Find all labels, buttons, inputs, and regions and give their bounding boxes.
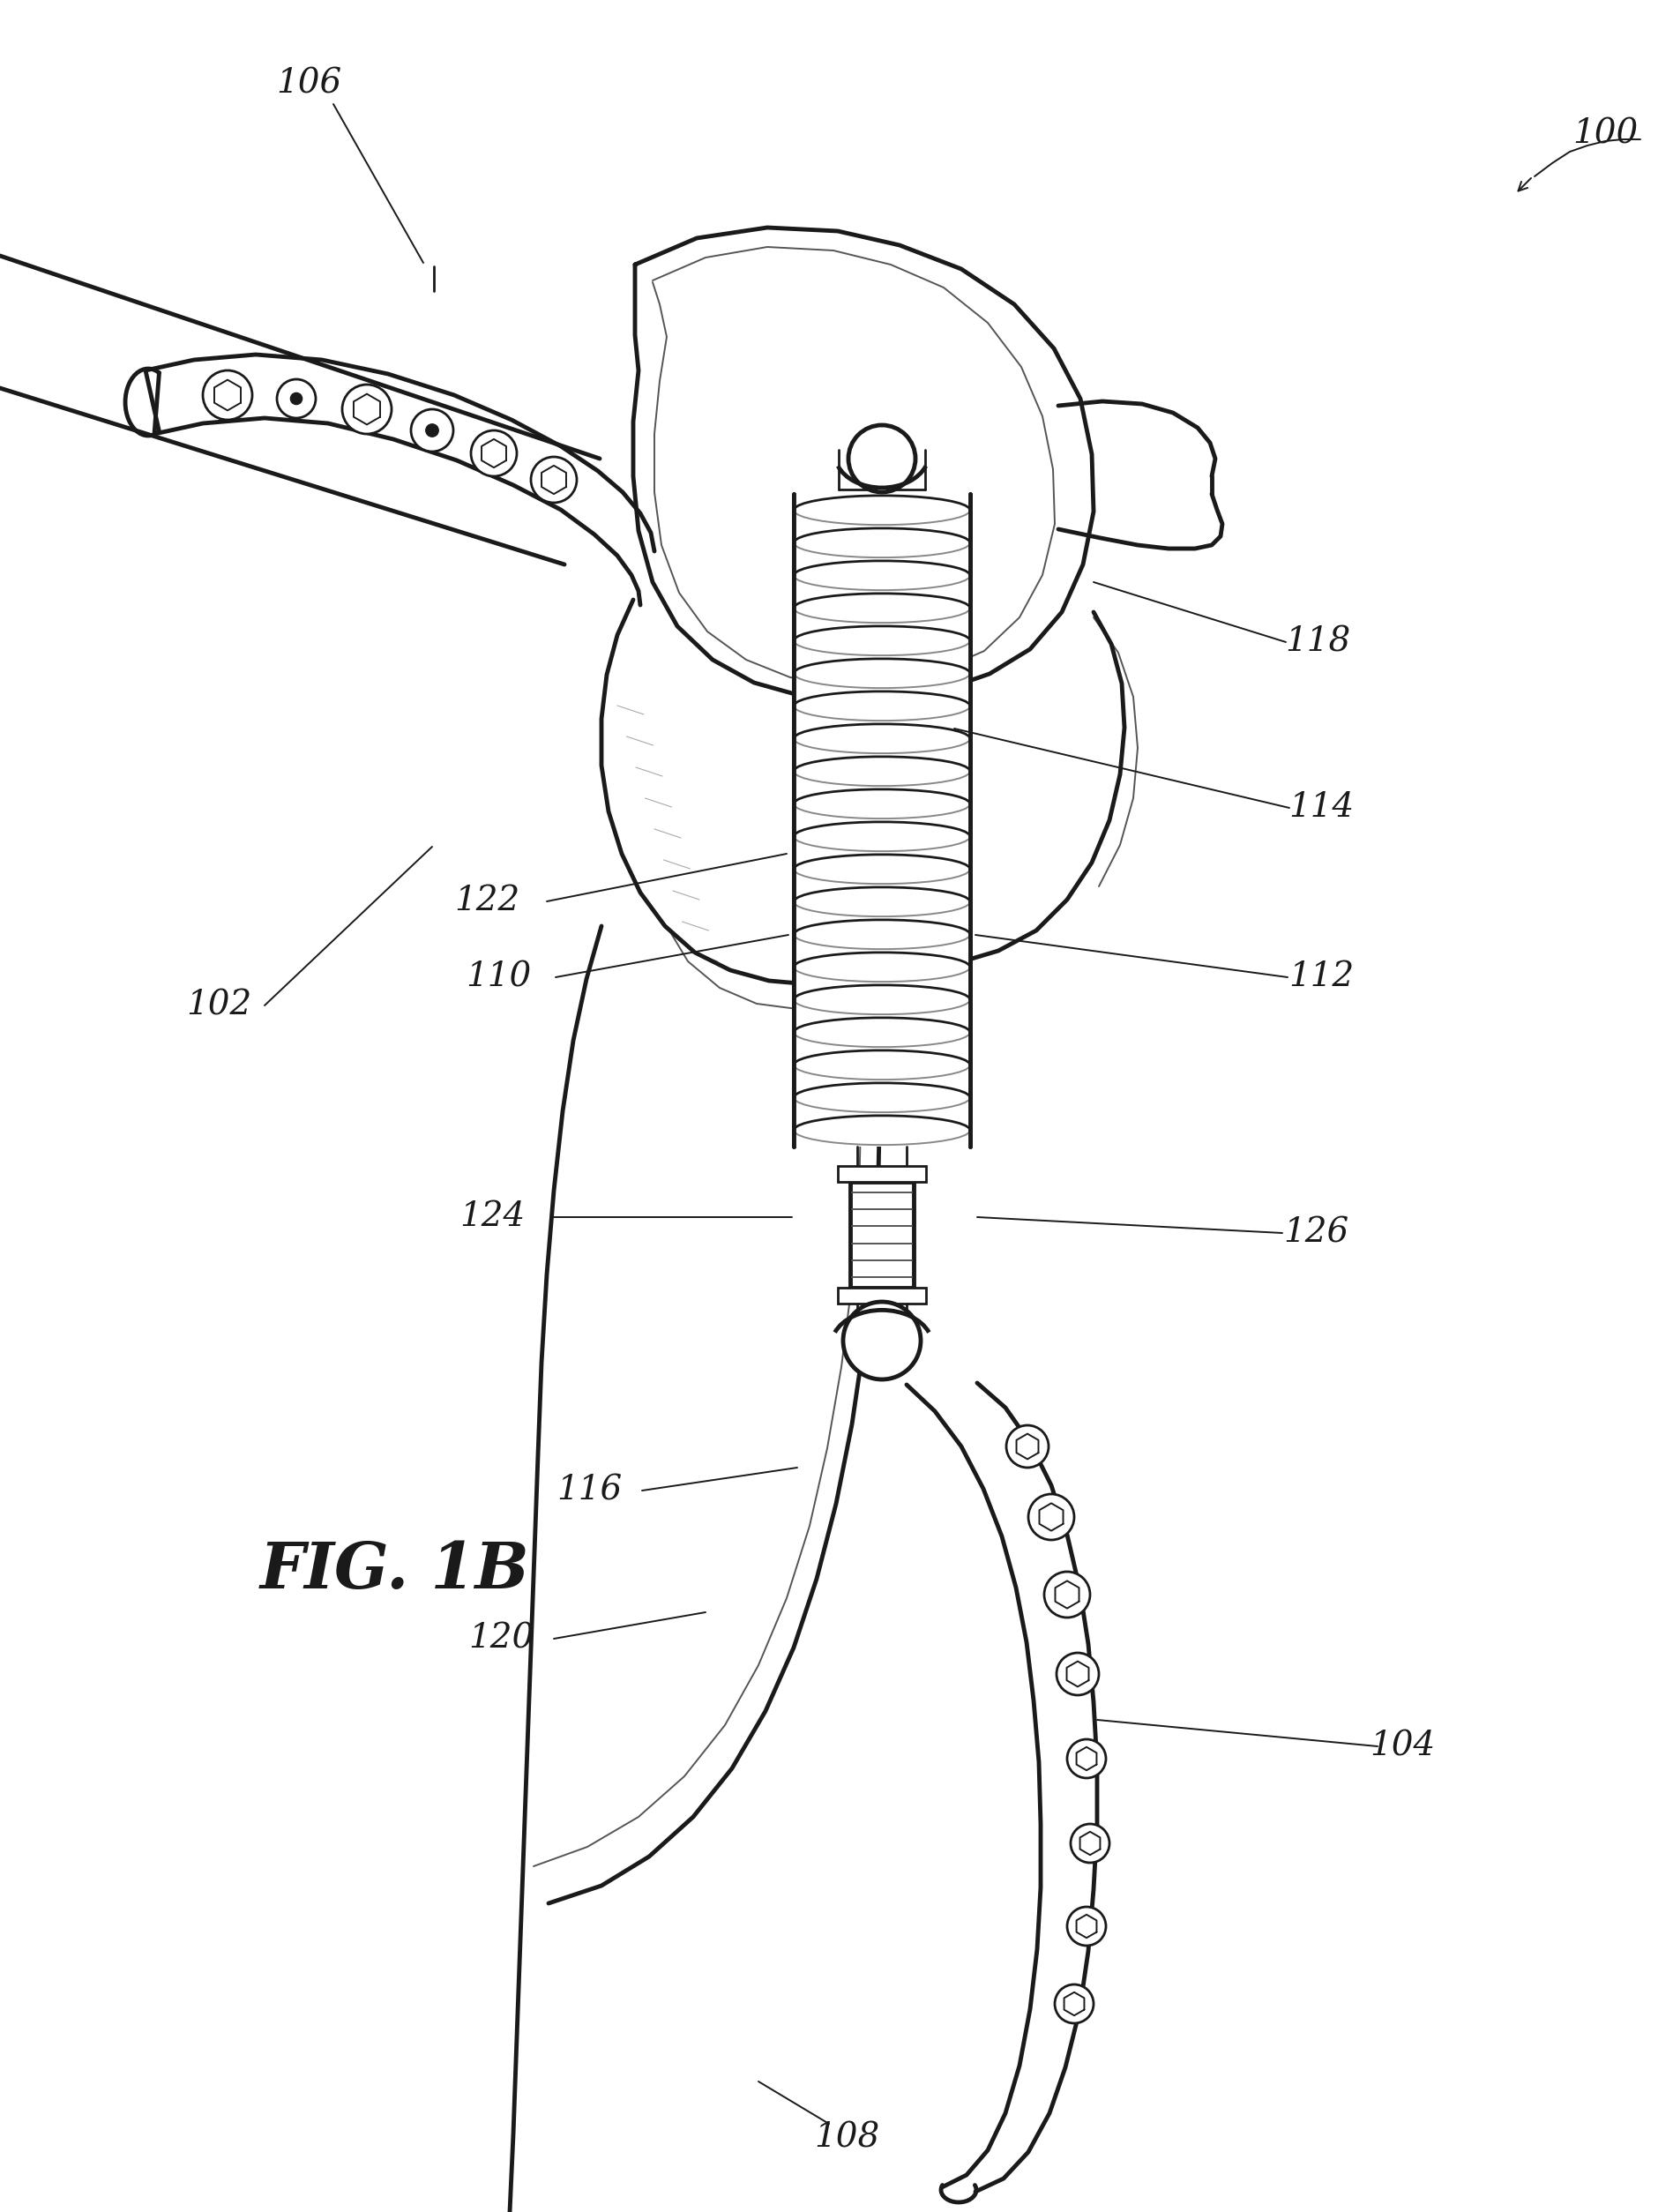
Circle shape — [343, 385, 391, 434]
Text: 104: 104 — [1370, 1730, 1435, 1763]
Text: FIG. 1B: FIG. 1B — [261, 1540, 530, 1601]
FancyBboxPatch shape — [838, 1166, 927, 1181]
Text: 124: 124 — [460, 1201, 525, 1234]
Text: 108: 108 — [813, 2121, 880, 2154]
Text: 120: 120 — [468, 1621, 534, 1655]
Circle shape — [427, 425, 438, 436]
FancyBboxPatch shape — [793, 493, 970, 1146]
Text: 114: 114 — [1288, 792, 1353, 825]
Circle shape — [470, 431, 517, 476]
FancyBboxPatch shape — [838, 1287, 927, 1303]
Text: 100: 100 — [1573, 117, 1638, 150]
Circle shape — [202, 369, 253, 420]
Circle shape — [1044, 1573, 1091, 1617]
Circle shape — [291, 394, 303, 405]
Circle shape — [530, 458, 577, 502]
Circle shape — [843, 1303, 920, 1380]
Circle shape — [848, 425, 915, 491]
FancyBboxPatch shape — [850, 1181, 913, 1287]
Circle shape — [1067, 1739, 1106, 1778]
Circle shape — [278, 378, 316, 418]
Circle shape — [1054, 1984, 1094, 2024]
Text: 110: 110 — [465, 960, 530, 993]
Text: 106: 106 — [276, 69, 341, 100]
Text: 126: 126 — [1283, 1217, 1348, 1250]
Circle shape — [1071, 1825, 1109, 1863]
Circle shape — [1029, 1493, 1074, 1540]
Circle shape — [412, 409, 453, 451]
Circle shape — [1057, 1652, 1099, 1694]
Text: 116: 116 — [557, 1473, 622, 1506]
Text: 112: 112 — [1288, 960, 1353, 993]
Text: 122: 122 — [453, 885, 520, 918]
Circle shape — [1067, 1907, 1106, 1947]
Text: 102: 102 — [186, 989, 251, 1022]
Text: 118: 118 — [1285, 626, 1350, 659]
Circle shape — [1005, 1425, 1049, 1467]
